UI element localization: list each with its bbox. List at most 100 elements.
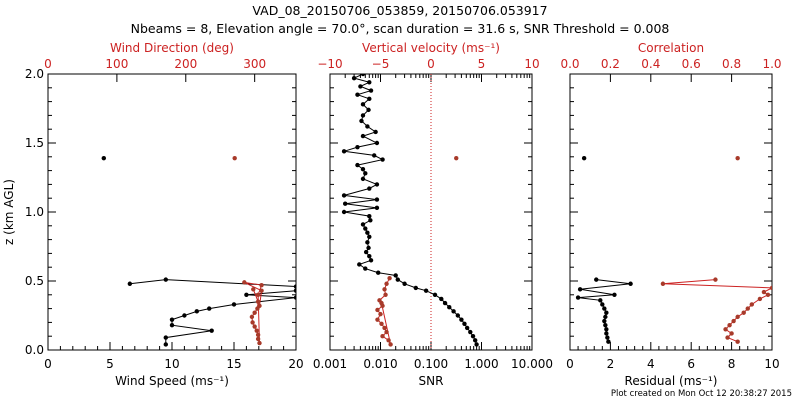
x-bottom-axis-label: Wind Speed (ms⁻¹) [115,374,229,388]
data-point-correlation [727,322,732,328]
data-point-vertical-velocity [384,329,389,335]
data-point-wind-direction [254,328,259,333]
data-point-wind-speed [163,335,168,340]
data-point-residual [604,310,609,315]
x-bottom-axis-label: SNR [419,374,444,388]
data-point-snr [341,193,347,198]
data-point-residual [575,295,581,300]
data-point-correlation [731,318,736,324]
data-point-correlation [735,155,740,161]
data-point-residual [581,155,587,161]
data-point-wind-speed [293,284,296,289]
x-bottom-tick-label: 8 [728,357,736,371]
data-point-wind-speed [293,288,296,293]
data-point-wind-direction [232,155,237,161]
data-point-snr [423,288,429,293]
data-point-wind-speed [169,322,175,328]
data-point-snr [455,313,461,318]
data-point-snr [367,253,372,259]
panel-data [575,155,772,344]
figure-title-line1: VAD_08_20150706_053859, 20150706.053917 [252,3,547,18]
data-point-correlation [761,289,767,295]
data-point-wind-speed [194,309,199,314]
data-point-wind-direction [255,299,261,304]
data-point-snr [371,153,377,158]
data-point-snr [358,84,363,89]
x-bottom-tick-label: 0 [44,357,52,371]
data-point-snr [360,74,366,77]
data-point-snr [360,222,366,227]
data-point-wind-speed [209,328,214,333]
data-point-residual [603,322,608,328]
data-point-correlation [729,331,734,336]
data-point-snr [355,162,360,168]
data-point-snr [464,325,470,331]
x-bottom-tick-label: 20 [288,357,303,371]
x-top-tick-label: 1.0 [762,57,781,71]
data-point-residual [606,339,611,344]
data-point-correlation [769,285,772,291]
data-point-correlation [757,296,763,302]
data-point-snr [472,338,478,343]
data-point-correlation [735,339,740,344]
data-point-residual [594,277,599,282]
data-point-snr [447,305,452,310]
data-point-snr [360,167,366,172]
data-point-snr [374,140,380,146]
data-point-wind-direction [251,287,256,292]
data-point-wind-direction [257,340,262,346]
data-point-wind-direction [257,303,262,309]
plot-footer: Plot created on Mon Oct 12 20:38:27 2015 [611,389,792,399]
x-bottom-tick-label: 0.100 [414,357,448,371]
data-point-correlation [741,310,746,315]
data-point-residual [603,314,608,320]
data-point-snr [343,201,348,206]
data-point-snr [374,205,380,211]
data-point-correlation [765,292,771,297]
data-point-correlation [749,302,754,307]
data-point-vertical-velocity [383,292,388,297]
data-point-vertical-velocity [387,276,392,281]
data-point-snr [393,273,398,278]
data-point-snr [360,133,366,139]
data-point-wind-speed [169,317,175,322]
data-point-wind-speed [163,277,168,282]
data-point-wind-direction [249,314,255,320]
data-point-correlation [660,281,666,286]
data-point-correlation [745,306,750,311]
x-top-tick-label: 10 [524,57,539,71]
data-point-residual [600,302,605,307]
data-point-snr [459,317,464,322]
data-point-snr [360,102,366,107]
data-point-snr [380,157,385,162]
x-top-tick-label: 100 [105,57,128,71]
data-point-snr [368,218,373,223]
data-point-residual [598,298,603,303]
data-point-vertical-velocity [384,281,389,286]
data-point-wind-speed [163,342,168,347]
data-point-snr [402,281,407,286]
data-point-snr [474,342,479,347]
data-point-vertical-velocity [380,334,385,339]
data-point-residual [577,287,583,292]
x-bottom-tick-label: 0 [566,357,574,371]
data-point-snr [363,249,369,255]
data-point-residual [602,306,607,311]
x-bottom-tick-label: 4 [647,357,655,371]
data-point-wind-direction [242,280,247,285]
data-point-snr [360,176,366,182]
y-tick-label: 2.0 [25,67,44,81]
data-point-snr [395,277,400,282]
panel-vvel_snr: 0.001 0.010 0.100 1.000 10.000 SNR −10 −5 0 5 10 Ve… [313,41,553,388]
data-point-wind-direction [255,332,261,338]
series-line-wind-speed [129,279,296,345]
x-top-tick-label: 0.2 [601,57,620,71]
data-point-wind-speed [231,302,237,307]
data-point-correlation [735,314,740,320]
data-point-wind-direction [255,292,261,297]
x-top-tick-label: −10 [317,57,342,71]
data-point-vertical-velocity [375,307,380,313]
x-bottom-tick-label: 10 [764,357,779,371]
